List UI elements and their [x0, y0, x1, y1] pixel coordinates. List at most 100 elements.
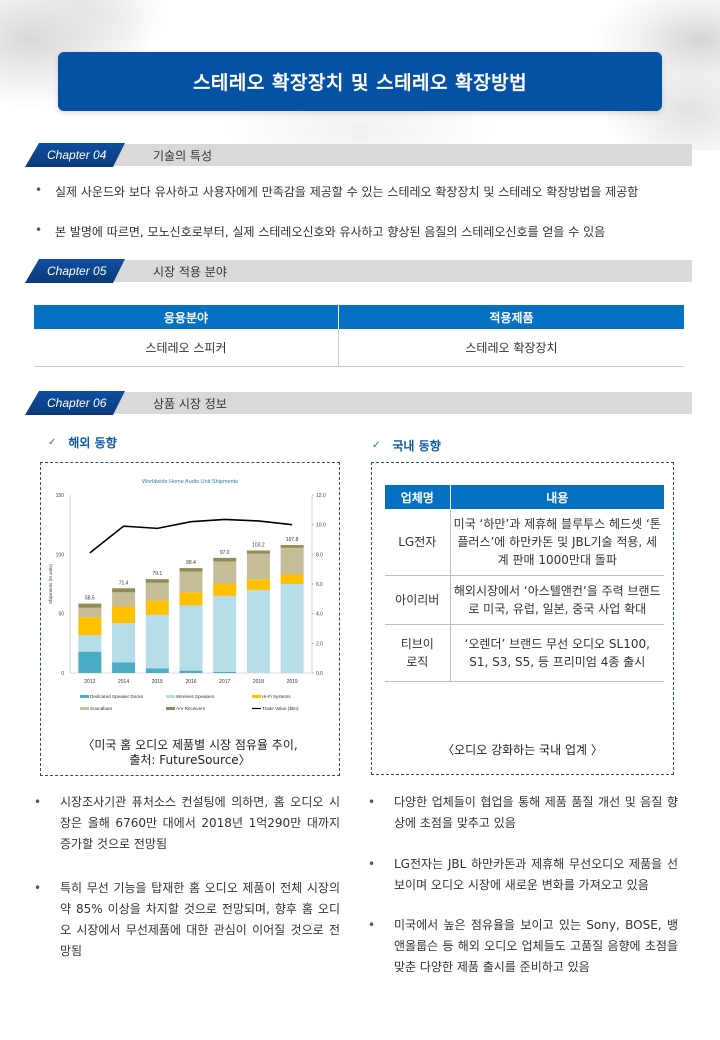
bullet-icon: • [35, 183, 43, 197]
svg-text:2016: 2016 [185, 679, 196, 685]
svg-text:0: 0 [61, 671, 64, 677]
tech-bullet: • 실제 사운드와 보다 유사하고 사용자에게 만족감을 제공할 수 있는 스테… [35, 183, 638, 200]
overseas-bullet: • 특히 무선 기능을 탑재한 홈 오디오 제품이 전체 시장의 약 85% 이… [34, 878, 340, 962]
svg-text:12.0: 12.0 [316, 493, 326, 499]
bullet-text: 실제 사운드와 보다 유사하고 사용자에게 만족감을 제공할 수 있는 스테레오… [55, 185, 639, 199]
svg-text:4.0: 4.0 [316, 612, 323, 618]
chapter-title: 시장 적용 분야 [153, 265, 227, 279]
content-cell: 해외시장에서 ‘아스텔앤컨’을 주력 브랜드로 미국, 유럽, 일본, 중국 사… [450, 575, 664, 625]
chart-caption-line2: 출처: FutureSource〉 [129, 753, 251, 767]
svg-text:58.5: 58.5 [85, 596, 95, 602]
chapter-tag-label: Chapter 04 [47, 148, 107, 162]
chapter-tag: Chapter 04 [25, 143, 125, 167]
chart-caption-line1: 〈미국 홈 오디오 제품별 시장 점유율 추이, [82, 738, 298, 752]
svg-text:6.0: 6.0 [316, 582, 323, 588]
svg-text:2015: 2015 [152, 679, 163, 685]
chapter-title: 상품 시장 정보 [153, 397, 227, 411]
company-cell: LG전자 [385, 509, 451, 576]
svg-text:2013: 2013 [84, 679, 95, 685]
table-cell: 스테레오 스피커 [34, 329, 339, 367]
bullet-text: 시장조사기관 퓨처소스 컨설팅에 의하면, 홈 오디오 시장은 올해 6760만… [60, 795, 340, 851]
column-header: 업체명 [385, 485, 451, 509]
svg-text:Hi-Fi Systems: Hi-Fi Systems [262, 694, 291, 699]
table-cell: 스테레오 확장장치 [338, 329, 684, 367]
column-header: 내용 [450, 485, 664, 509]
shipments-chart: Worldwide Home Audio Unit Shipments 0 50 10… [40, 462, 340, 776]
title-banner: 스테레오 확장장치 및 스테레오 확장방법 [58, 52, 662, 111]
svg-text:107.8: 107.8 [286, 537, 299, 543]
column-header: 적용제품 [338, 305, 684, 329]
check-icon: ✓ [48, 437, 57, 448]
svg-text:Trade Value ($bn): Trade Value ($bn) [262, 706, 299, 711]
overseas-bullet: • 시장조사기관 퓨처소스 컨설팅에 의하면, 홈 오디오 시장은 올해 676… [34, 792, 340, 855]
bullet-text: 미국에서 높은 점유율을 보이고 있는 Sony, BOSE, 뱅앤올룹슨 등 … [394, 918, 678, 974]
chapter-bar [50, 392, 692, 414]
bullet-text: 다양한 업체들이 협업을 통해 제품 품질 개선 및 음질 향상에 초점을 맞추… [394, 795, 678, 830]
svg-text:8.0: 8.0 [316, 552, 323, 558]
svg-text:2.0: 2.0 [316, 641, 323, 647]
chapter-05-header: Chapter 05 시장 적용 분야 [20, 259, 692, 283]
page-title: 스테레오 확장장치 및 스테레오 확장방법 [192, 72, 528, 94]
company-cell: 아이리버 [385, 575, 451, 625]
svg-text:97.0: 97.0 [220, 550, 230, 556]
svg-text:Shipments (M units): Shipments (M units) [48, 563, 53, 604]
chapter-06-header: Chapter 06 상품 시장 정보 [20, 391, 692, 415]
content-cell: 미국 ‘하만’과 제휴해 블루투스 헤드셋 ‘톤플러스’에 하만카돈 및 JBL… [450, 509, 664, 576]
content-cell: ‘오렌더’ 브랜드 무선 오디오 SL100, S1, S3, S5, 등 프리… [450, 624, 664, 682]
svg-text:Soundbars: Soundbars [90, 706, 113, 711]
column-header: 응용분야 [34, 305, 339, 329]
table-row: LG전자 미국 ‘하만’과 제휴해 블루투스 헤드셋 ‘톤플러스’에 하만카돈 … [385, 509, 664, 576]
svg-text:Dedicated Speaker Docks: Dedicated Speaker Docks [90, 694, 144, 699]
domestic-heading-label: 국내 동향 [392, 439, 441, 453]
domestic-bullet: • LG전자는 JBL 하만카돈과 제휴해 무선오디오 제품을 선보이며 오디오… [368, 854, 678, 896]
bullet-icon: • [368, 795, 376, 809]
svg-text:79.1: 79.1 [152, 571, 162, 577]
domestic-heading: ✓ 국내 동향 [372, 437, 441, 454]
domestic-box [371, 462, 674, 775]
svg-text:2014: 2014 [118, 679, 129, 685]
svg-text:2018: 2018 [253, 679, 264, 685]
domestic-bullet: • 미국에서 높은 점유율을 보이고 있는 Sony, BOSE, 뱅앤올룹슨 … [368, 915, 678, 978]
check-icon: ✓ [372, 440, 381, 451]
svg-text:10.0: 10.0 [316, 523, 326, 529]
svg-text:88.4: 88.4 [186, 560, 196, 566]
chapter-04-header: Chapter 04 기술의 특성 [20, 143, 692, 167]
table-row: 티브이 로직 ‘오렌더’ 브랜드 무선 오디오 SL100, S1, S3, S… [385, 624, 664, 682]
bullet-text: 특히 무선 기능을 탑재한 홈 오디오 제품이 전체 시장의 약 85% 이상을… [60, 881, 340, 958]
overseas-heading-label: 해외 동향 [68, 436, 117, 450]
chapter-title: 기술의 특성 [153, 149, 213, 163]
overseas-chart-box [40, 462, 340, 776]
chapter-tag: Chapter 06 [25, 391, 125, 415]
svg-text:150: 150 [56, 493, 65, 499]
domestic-bullet: • 다양한 업체들이 협업을 통해 제품 품질 개선 및 음질 향상에 초점을 … [368, 792, 678, 834]
svg-text:Worldwide Home Audio Unit Ship: Worldwide Home Audio Unit Shipments [142, 479, 238, 485]
bullet-icon: • [35, 223, 43, 237]
bullet-icon: • [34, 795, 42, 809]
company-cell: 티브이 로직 [385, 624, 451, 682]
bullet-text: 본 발명에 따르면, 모노신호로부터, 실제 스테레오신호와 유사하고 향상된 … [55, 225, 606, 239]
domestic-companies-table: 업체명 내용 LG전자 미국 ‘하만’과 제휴해 블루투스 헤드셋 ‘톤플러스’… [385, 485, 664, 682]
chapter-bar [50, 144, 692, 166]
svg-text:71.4: 71.4 [119, 580, 129, 586]
chapter-bar [50, 260, 692, 282]
svg-text:103.2: 103.2 [252, 543, 265, 549]
table-row: 스테레오 스피커 스테레오 확장장치 [34, 329, 684, 367]
chapter-tag: Chapter 05 [25, 259, 125, 283]
bullet-icon: • [368, 857, 376, 871]
svg-text:100: 100 [56, 552, 65, 558]
svg-text:50: 50 [58, 612, 64, 618]
domestic-caption: 〈오디오 강화하는 국내 업계 〉 [442, 743, 603, 757]
tech-bullet: • 본 발명에 따르면, 모노신호로부터, 실제 스테레오신호와 유사하고 향상… [35, 223, 605, 240]
svg-text:2017: 2017 [219, 679, 230, 685]
overseas-heading: ✓ 해외 동향 [48, 434, 117, 451]
svg-text:Wireless Speakers: Wireless Speakers [176, 694, 215, 699]
chart-canvas: Worldwide Home Audio Unit Shipments 0 50 10… [48, 479, 326, 711]
chapter-tag-label: Chapter 06 [47, 396, 107, 410]
svg-text:A/V Receivers: A/V Receivers [176, 706, 206, 711]
svg-text:0.0: 0.0 [316, 671, 323, 677]
chapter-tag-label: Chapter 05 [47, 264, 107, 278]
application-table: 응용분야 적용제품 스테레오 스피커 스테레오 확장장치 [34, 305, 684, 367]
bullet-text: LG전자는 JBL 하만카돈과 제휴해 무선오디오 제품을 선보이며 오디오 시… [394, 857, 678, 892]
table-row: 아이리버 해외시장에서 ‘아스텔앤컨’을 주력 브랜드로 미국, 유럽, 일본,… [385, 575, 664, 625]
bullet-icon: • [34, 881, 42, 895]
